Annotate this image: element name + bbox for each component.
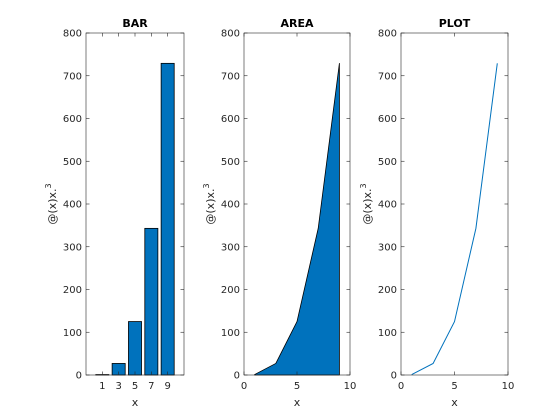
y-tick-label: 300 (378, 242, 397, 253)
x-tick-label: 5 (132, 381, 138, 392)
y-tick-label: 700 (378, 71, 397, 82)
y-tick-label: 200 (378, 285, 397, 296)
y-tick-label: 200 (63, 285, 82, 296)
x-tick-label: 0 (241, 381, 247, 392)
chart-title: AREA (280, 17, 313, 30)
x-tick-label: 9 (164, 381, 170, 392)
y-tick-label: 400 (378, 200, 397, 211)
y-tick-label: 600 (63, 114, 82, 125)
y-axis-label: @(x)x.3 (44, 183, 59, 224)
y-axis-label-base: @(x)x. (46, 188, 59, 224)
axes-background (401, 33, 508, 375)
y-tick-label: 0 (234, 371, 240, 382)
y-tick-label: 400 (221, 200, 240, 211)
y-tick-label: 500 (221, 157, 240, 168)
bar-9 (160, 62, 175, 376)
x-axis-label: x (451, 396, 458, 409)
x-tick-label: 5 (451, 381, 457, 392)
y-tick-label: 0 (76, 371, 82, 382)
x-tick-label: 0 (398, 381, 404, 392)
y-axis-label-base: @(x)x. (361, 188, 374, 224)
x-tick-label: 10 (502, 381, 515, 392)
x-axis-label: x (294, 396, 301, 409)
y-tick-label: 300 (63, 242, 82, 253)
bar-7 (144, 227, 159, 376)
y-tick-label: 500 (378, 157, 397, 168)
y-axis-label-base: @(x)x. (204, 188, 217, 224)
y-axis-label-sup: 3 (44, 183, 53, 188)
y-tick-label: 600 (221, 114, 240, 125)
x-tick-label: 3 (115, 381, 121, 392)
y-tick-label: 100 (63, 328, 82, 339)
x-tick-label: 1 (99, 381, 105, 392)
y-axis-label-sup: 3 (202, 183, 211, 188)
y-axis-label: @(x)x.3 (359, 183, 374, 224)
y-tick-label: 100 (221, 328, 240, 339)
y-tick-label: 700 (63, 71, 82, 82)
y-tick-label: 800 (221, 29, 240, 40)
y-tick-label: 800 (63, 29, 82, 40)
y-tick-label: 100 (378, 328, 397, 339)
chart-title: PLOT (439, 17, 471, 30)
y-tick-label: 0 (391, 371, 397, 382)
x-axis-label: x (132, 396, 139, 409)
area-fill (254, 62, 340, 376)
y-tick-label: 500 (63, 157, 82, 168)
y-tick-label: 400 (63, 200, 82, 211)
x-tick-label: 5 (294, 381, 300, 392)
panel-area: 0 100 200 300 400 500 600 700 800 0 5 10 AREA x @(x)x.… (202, 17, 356, 409)
x-tick-label: 10 (344, 381, 357, 392)
y-tick-label: 600 (378, 114, 397, 125)
series-line (411, 63, 498, 376)
bar-5 (128, 321, 142, 376)
panel-line: 0 100 200 300 400 500 600 700 800 0 5 10 PLOT x @(x)x.… (359, 17, 514, 409)
y-axis-label-sup: 3 (359, 183, 368, 188)
y-axis-label: @(x)x.3 (202, 183, 217, 224)
y-tick-label: 800 (378, 29, 397, 40)
y-tick-label: 300 (221, 242, 240, 253)
y-tick-label: 700 (221, 71, 240, 82)
x-tick-label: 7 (148, 381, 154, 392)
chart-title: BAR (122, 17, 148, 30)
y-tick-label: 200 (221, 285, 240, 296)
